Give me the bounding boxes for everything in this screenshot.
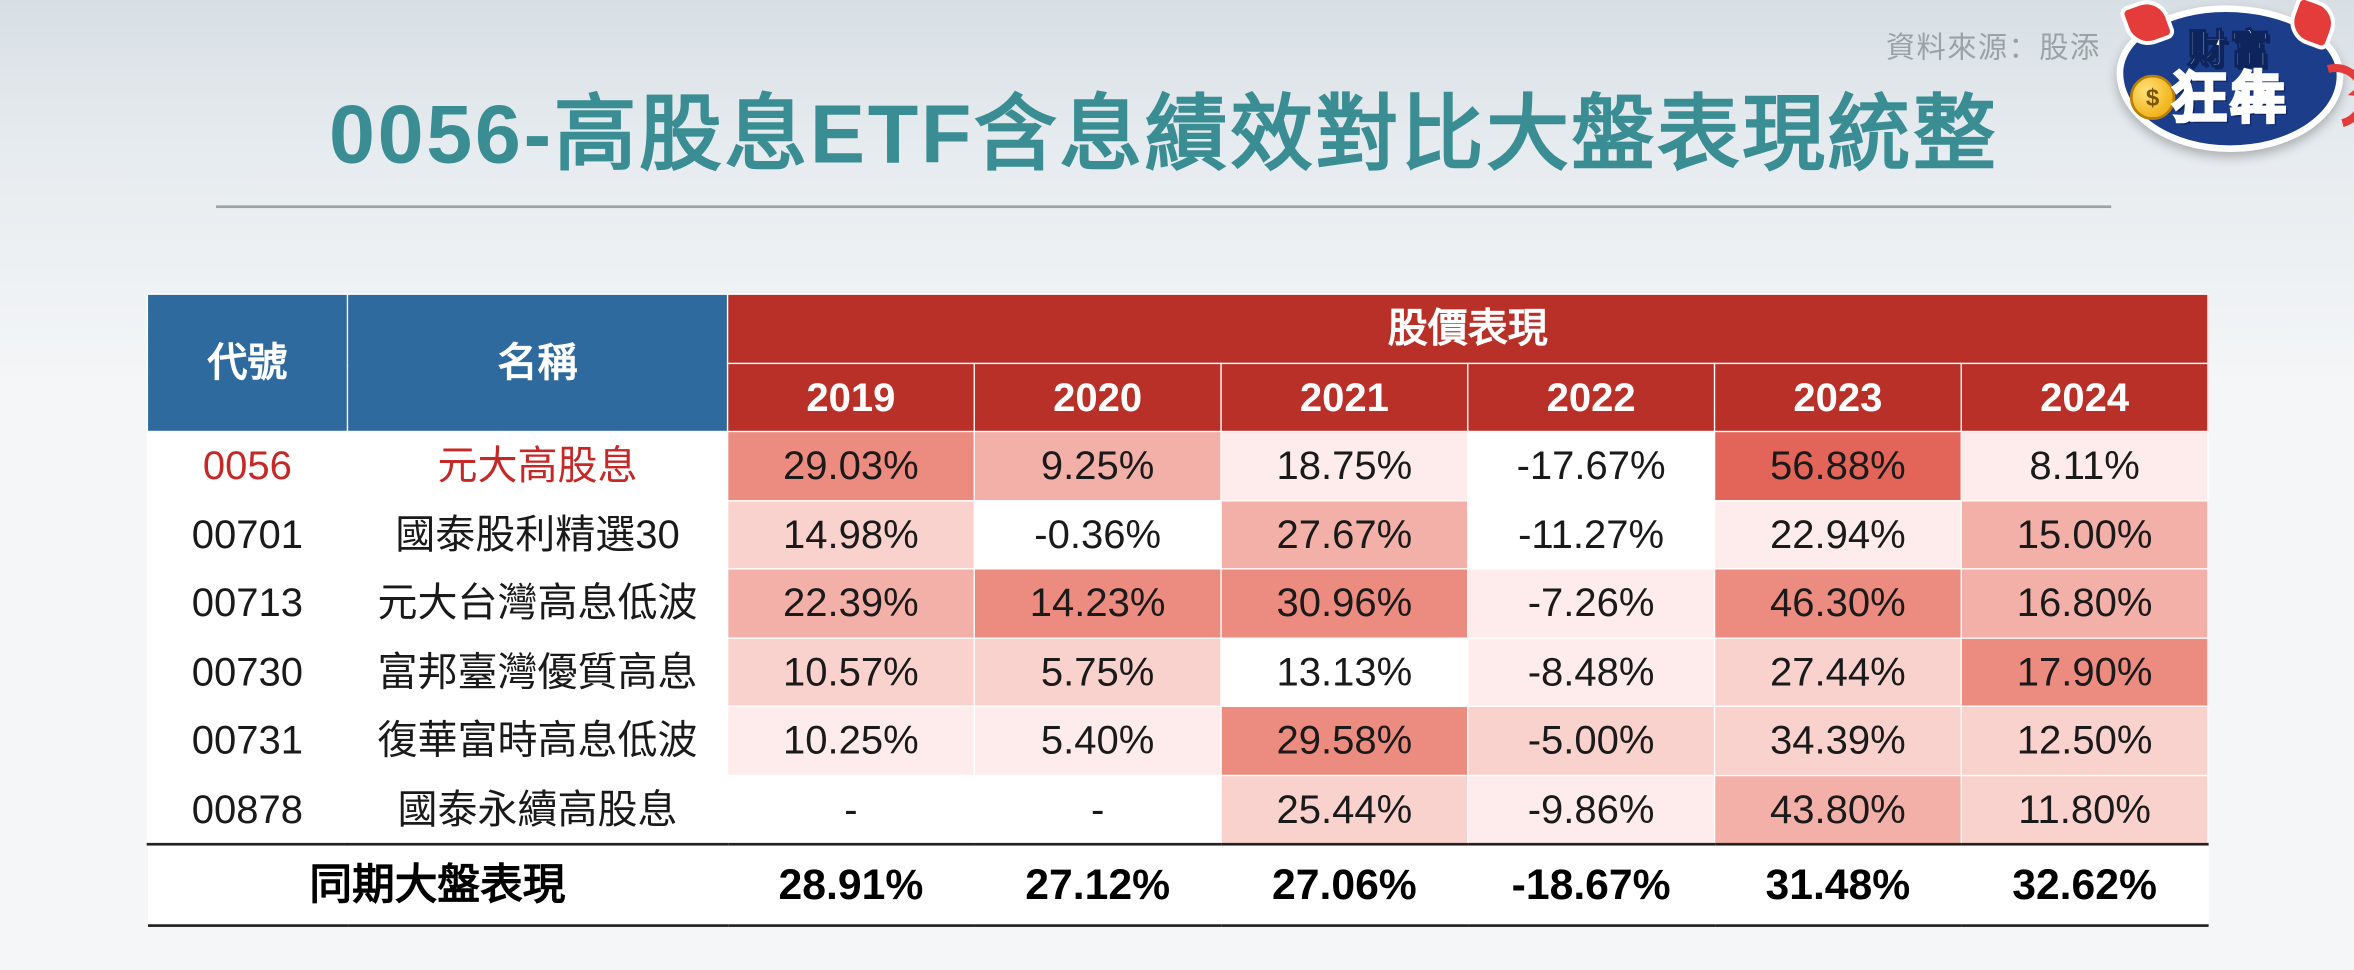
cell-value: 15.00% — [1961, 500, 2208, 569]
cell-value: 34.39% — [1714, 706, 1961, 775]
cell-value: 27.44% — [1714, 638, 1961, 707]
cell-value: 11.80% — [1961, 775, 2208, 844]
logo-line2: 狂犇 — [2171, 71, 2288, 127]
cell-code: 00730 — [147, 638, 347, 707]
cell-name: 元大台灣高息低波 — [347, 569, 727, 638]
cell-value: 14.23% — [974, 569, 1221, 638]
cell-value: 29.03% — [728, 431, 975, 500]
table-footer-row: 同期大盤表現28.91%27.12%27.06%-18.67%31.48%32.… — [147, 844, 2208, 926]
table-row: 0056元大高股息29.03%9.25%18.75%-17.67%56.88%8… — [147, 431, 2208, 500]
cell-value: 13.13% — [1221, 638, 1468, 707]
table-row: 00713元大台灣高息低波22.39%14.23%30.96%-7.26%46.… — [147, 569, 2208, 638]
footer-value: 32.62% — [1961, 844, 2208, 926]
cell-value: 5.75% — [974, 638, 1221, 707]
cell-value: -9.86% — [1468, 775, 1715, 844]
cell-code: 00701 — [147, 500, 347, 569]
footer-label: 同期大盤表現 — [147, 844, 727, 926]
cell-value: 25.44% — [1221, 775, 1468, 844]
footer-value: 27.06% — [1221, 844, 1468, 926]
cell-value: -0.36% — [974, 500, 1221, 569]
cell-value: 10.25% — [728, 706, 975, 775]
cell-value: -17.67% — [1468, 431, 1715, 500]
cell-value: 56.88% — [1714, 431, 1961, 500]
th-year: 2024 — [1961, 363, 2208, 432]
cell-value: 16.80% — [1961, 569, 2208, 638]
cell-value: 29.58% — [1221, 706, 1468, 775]
footer-value: 27.12% — [974, 844, 1221, 926]
cell-value: 27.67% — [1221, 500, 1468, 569]
title-block: 0056-高股息ETF含息績效對比大盤表現統整 — [133, 67, 2194, 208]
footer-value: 31.48% — [1714, 844, 1961, 926]
cell-value: -5.00% — [1468, 706, 1715, 775]
th-code: 代號 — [147, 294, 347, 431]
table-row: 00701國泰股利精選3014.98%-0.36%27.67%-11.27%22… — [147, 500, 2208, 569]
cell-name: 復華富時高息低波 — [347, 706, 727, 775]
cell-value: - — [728, 775, 975, 844]
cell-value: 9.25% — [974, 431, 1221, 500]
cell-value: -7.26% — [1468, 569, 1715, 638]
table-row: 00730富邦臺灣優質高息10.57%5.75%13.13%-8.48%27.4… — [147, 638, 2208, 707]
cell-value: -11.27% — [1468, 500, 1715, 569]
table-row: 00878國泰永續高股息--25.44%-9.86%43.80%11.80% — [147, 775, 2208, 844]
title-underline — [216, 205, 2112, 208]
cell-value: 43.80% — [1714, 775, 1961, 844]
footer-value: -18.67% — [1468, 844, 1715, 926]
cell-name: 國泰永續高股息 — [347, 775, 727, 844]
th-year: 2019 — [728, 363, 975, 432]
cell-value: 5.40% — [974, 706, 1221, 775]
logo-line1: 財富 — [2187, 31, 2272, 71]
brand-logo: $ 財富 狂犇 — [2117, 5, 2344, 152]
cell-code: 0056 — [147, 431, 347, 500]
table-row: 00731復華富時高息低波10.25%5.40%29.58%-5.00%34.3… — [147, 706, 2208, 775]
data-source-label: 資料來源：股添 — [1886, 24, 2101, 67]
th-perf-group: 股價表現 — [728, 294, 2208, 363]
cell-value: 8.11% — [1961, 431, 2208, 500]
cell-value: 12.50% — [1961, 706, 2208, 775]
th-name: 名稱 — [347, 294, 727, 431]
th-year: 2022 — [1468, 363, 1715, 432]
cell-value: 18.75% — [1221, 431, 1468, 500]
cell-value: 30.96% — [1221, 569, 1468, 638]
cell-name: 富邦臺灣優質高息 — [347, 638, 727, 707]
performance-table: 代號 名稱 股價表現 201920202021202220232024 0056… — [147, 293, 2208, 927]
cell-value: -8.48% — [1468, 638, 1715, 707]
cell-value: - — [974, 775, 1221, 844]
th-year: 2020 — [974, 363, 1221, 432]
cell-code: 00713 — [147, 569, 347, 638]
cell-value: 22.39% — [728, 569, 975, 638]
th-year: 2021 — [1221, 363, 1468, 432]
cell-value: 46.30% — [1714, 569, 1961, 638]
cell-value: 10.57% — [728, 638, 975, 707]
cell-name: 國泰股利精選30 — [347, 500, 727, 569]
cell-code: 00731 — [147, 706, 347, 775]
footer-value: 28.91% — [728, 844, 975, 926]
cell-value: 22.94% — [1714, 500, 1961, 569]
cell-value: 17.90% — [1961, 638, 2208, 707]
cell-name: 元大高股息 — [347, 431, 727, 500]
cell-code: 00878 — [147, 775, 347, 844]
page-title: 0056-高股息ETF含息績效對比大盤表現統整 — [329, 67, 1998, 187]
th-year: 2023 — [1714, 363, 1961, 432]
cell-value: 14.98% — [728, 500, 975, 569]
